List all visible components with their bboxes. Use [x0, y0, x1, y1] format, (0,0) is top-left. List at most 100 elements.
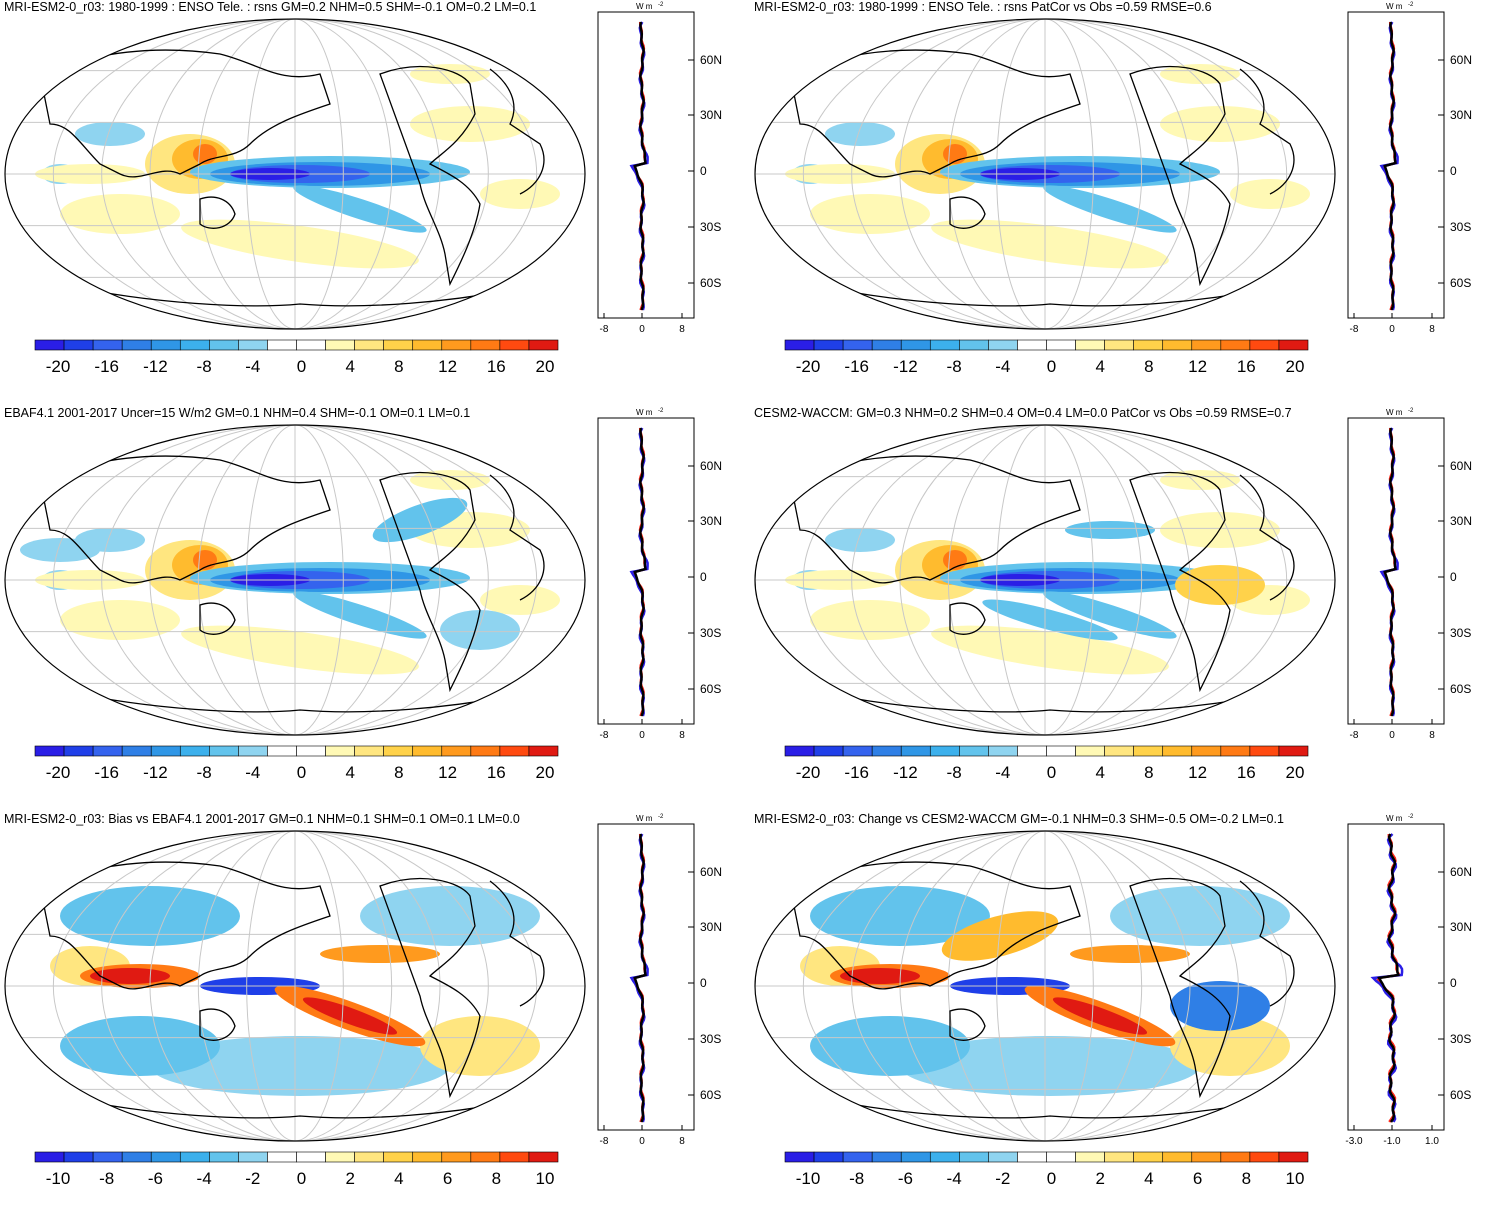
colorbar-swatch	[296, 339, 326, 351]
anomaly-region	[181, 219, 419, 269]
zonal-lat-label: 30N	[700, 108, 722, 122]
zonal-lat-label: 30N	[1450, 108, 1472, 122]
anomaly-region	[1065, 521, 1155, 539]
anomaly-region	[1160, 64, 1240, 84]
colorbar-tick-label: 0	[297, 763, 306, 782]
colorbar-tick-label: 10	[536, 1169, 555, 1188]
colorbar-tick-label: 16	[487, 763, 506, 782]
anomaly-region	[1160, 470, 1240, 490]
colorbar-tick-label: 0	[297, 1169, 306, 1188]
colorbar-tick-label: 8	[394, 357, 403, 376]
anomaly-region	[931, 625, 1169, 675]
panel-title: EBAF4.1 2001-2017 Uncer=15 W/m2 GM=0.1 N…	[4, 406, 471, 420]
zonal-x-tick: 1.0	[1425, 1136, 1439, 1147]
colorbar-swatch	[813, 1151, 844, 1163]
zonal-unit-exponent: -2	[1408, 814, 1414, 820]
colorbar-tick-label: -4	[995, 357, 1010, 376]
colorbar-tick-label: 6	[443, 1169, 452, 1188]
zonal-lat-label: 60S	[700, 276, 721, 290]
colorbar-swatch	[959, 745, 989, 757]
colorbar-swatch	[121, 745, 152, 757]
zonal-lat-label: 60N	[700, 865, 722, 879]
colorbar-tick-label: -20	[796, 763, 821, 782]
robinson-map	[754, 424, 1336, 736]
coastlines	[789, 455, 1295, 713]
anomaly-region	[810, 600, 930, 640]
zonal-lat-label: 30N	[700, 920, 722, 934]
anomaly-region	[410, 470, 490, 490]
colorbar-tick-label: 8	[1144, 763, 1153, 782]
colorbar-swatch	[412, 339, 443, 351]
colorbar-swatch	[179, 745, 210, 757]
zonal-mean-plot: W m -2 60N 30N 0 30S 60S -8 0 8	[1347, 408, 1472, 741]
colorbar-tick-label: -4	[197, 1169, 212, 1188]
coastlines	[39, 861, 545, 1119]
zonal-lat-label: 60S	[700, 682, 721, 696]
colorbar-tick-label: -16	[844, 357, 869, 376]
colorbar-tick-label: -4	[245, 357, 260, 376]
anomaly-region	[825, 528, 895, 552]
zonal-unit-exponent: -2	[1408, 408, 1414, 414]
zonal-mean-line	[633, 833, 647, 1123]
colorbar-swatch	[988, 745, 1018, 757]
robinson-map	[754, 830, 1336, 1142]
zonal-lat-label: 30S	[1450, 1032, 1471, 1046]
zonal-lat-label: 0	[1450, 164, 1457, 178]
colorbar-swatch	[267, 745, 297, 757]
panel-title: MRI-ESM2-0_r03: 1980-1999 : ENSO Tele. :…	[754, 0, 1212, 14]
zonal-x-tick: -1.0	[1383, 1136, 1401, 1147]
panel-title: CESM2-WACCM: GM=0.3 NHM=0.2 SHM=0.4 OM=0…	[754, 406, 1292, 420]
colorbar-swatch	[383, 339, 414, 351]
zonal-x-tick: 8	[1429, 324, 1435, 335]
coastlines	[39, 455, 545, 713]
colorbar-tick-label: 16	[487, 357, 506, 376]
anomaly-region	[293, 185, 427, 233]
anomaly-region	[372, 497, 468, 543]
colorbar-tick-label: -2	[245, 1169, 260, 1188]
zonal-lat-label: 30S	[700, 626, 721, 640]
anomaly-region	[410, 64, 490, 84]
colorbar-swatch	[1191, 339, 1222, 351]
colorbar-swatch	[988, 1151, 1018, 1163]
colorbar-swatch	[1191, 1151, 1222, 1163]
anomaly-region	[181, 625, 419, 675]
colorbar-swatch	[470, 745, 501, 757]
colorbar-swatch	[1220, 339, 1251, 351]
colorbar-swatch	[412, 745, 443, 757]
anomaly-region	[440, 610, 520, 650]
colorbar-swatch	[34, 745, 65, 757]
anomaly-region	[60, 600, 180, 640]
colorbar-swatch	[1046, 1151, 1076, 1163]
colorbar-swatch	[63, 745, 94, 757]
colorbar-swatch	[1278, 1151, 1309, 1163]
zonal-x-tick: -8	[1350, 730, 1359, 741]
colorbar-tick-label: 6	[1193, 1169, 1202, 1188]
colorbar-tick-label: -8	[947, 357, 962, 376]
colorbar-swatch	[900, 1151, 931, 1163]
colorbar: -20 -16 -12 -8 -4 0 4 8 12 16 20	[34, 745, 559, 782]
colorbar-swatch	[842, 339, 873, 351]
colorbar-swatch	[121, 1151, 152, 1163]
colorbar-tick-label: 16	[1237, 763, 1256, 782]
colorbar-swatch	[1104, 745, 1134, 757]
colorbar-swatch	[528, 745, 559, 757]
zonal-mean-line	[633, 21, 647, 311]
colorbar-tick-label: 20	[1286, 357, 1305, 376]
colorbar-swatch	[354, 1151, 384, 1163]
zonal-x-tick: 0	[639, 730, 645, 741]
colorbar: -20 -16 -12 -8 -4 0 4 8 12 16 20	[784, 339, 1309, 376]
zonal-mean-plot: W m -2 60N 30N 0 30S 60S -3.0 -1.0 1.0	[1345, 814, 1472, 1147]
colorbar-tick-label: -6	[898, 1169, 913, 1188]
zonal-lat-label: 60N	[700, 459, 722, 473]
colorbar-tick-label: -16	[844, 763, 869, 782]
robinson-map	[4, 424, 586, 736]
zonal-mean-line	[633, 427, 647, 717]
zonal-x-tick: -8	[600, 324, 609, 335]
colorbar-swatch	[784, 339, 815, 351]
zonal-unit-exponent: -2	[1408, 2, 1414, 8]
colorbar-swatch	[1249, 339, 1280, 351]
anomaly-region	[320, 945, 440, 963]
colorbar-swatch	[441, 745, 472, 757]
colorbar-tick-label: -10	[796, 1169, 821, 1188]
colorbar-swatch	[354, 745, 384, 757]
